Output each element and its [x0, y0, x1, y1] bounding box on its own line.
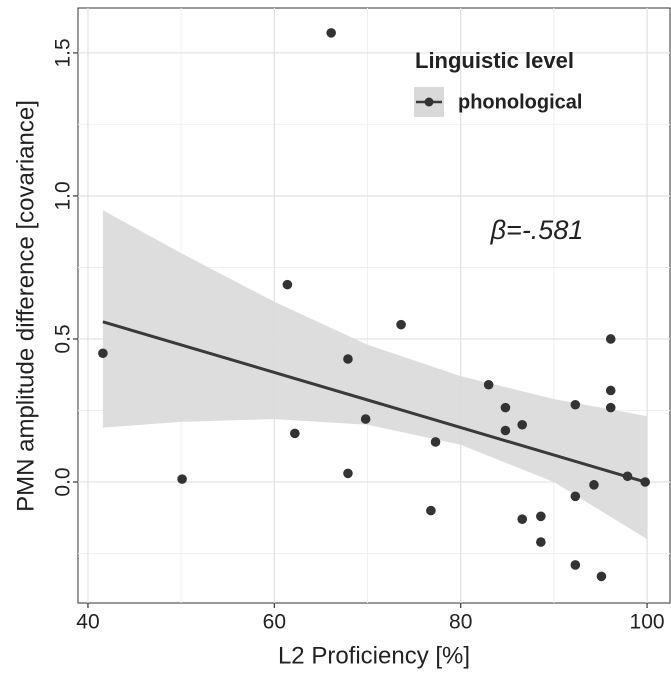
point: [622, 471, 633, 482]
point: [536, 511, 546, 522]
y-tick-label: 1.5: [52, 38, 75, 67]
point: [360, 414, 371, 424]
point: [290, 428, 300, 439]
point: [605, 385, 616, 396]
x-axis-title: L2 Proficiency [%]: [278, 642, 470, 669]
point: [343, 354, 353, 364]
point: [326, 28, 336, 38]
point: [500, 425, 511, 436]
y-axis-title: PMN amplitude difference [covariance]: [12, 100, 39, 512]
x-tick-label: 60: [263, 611, 286, 634]
annotation: β=-.581: [490, 215, 584, 245]
y-tick-label: 0.0: [52, 467, 75, 496]
x-tick-label: 100: [630, 611, 665, 634]
point: [570, 491, 581, 502]
legend-label: phonological: [458, 91, 582, 113]
marks: [98, 28, 651, 582]
point: [282, 279, 293, 290]
point: [570, 560, 581, 570]
point: [426, 505, 436, 516]
x-tick-label: 40: [76, 611, 99, 634]
point: [98, 348, 108, 359]
y-tick-label: 1.0: [52, 181, 75, 210]
point: [177, 474, 187, 484]
point: [536, 537, 546, 547]
legend-marker: [424, 97, 434, 107]
point: [517, 419, 528, 430]
point: [570, 399, 581, 410]
x-tick-label: 80: [449, 611, 472, 634]
point: [430, 437, 441, 447]
confidence-band: [102, 210, 648, 540]
y-tick-label: 0.5: [52, 324, 75, 353]
point: [343, 468, 353, 479]
point: [589, 480, 599, 490]
legend-title: Linguistic level: [415, 48, 574, 73]
legend: Linguistic level phonological: [414, 48, 582, 117]
point: [640, 477, 651, 487]
point: [605, 334, 616, 344]
regression-line: [102, 320, 646, 484]
point: [596, 571, 607, 582]
point: [500, 402, 511, 413]
point: [396, 319, 406, 330]
point: [483, 379, 494, 390]
point: [605, 402, 616, 413]
point: [517, 514, 528, 524]
